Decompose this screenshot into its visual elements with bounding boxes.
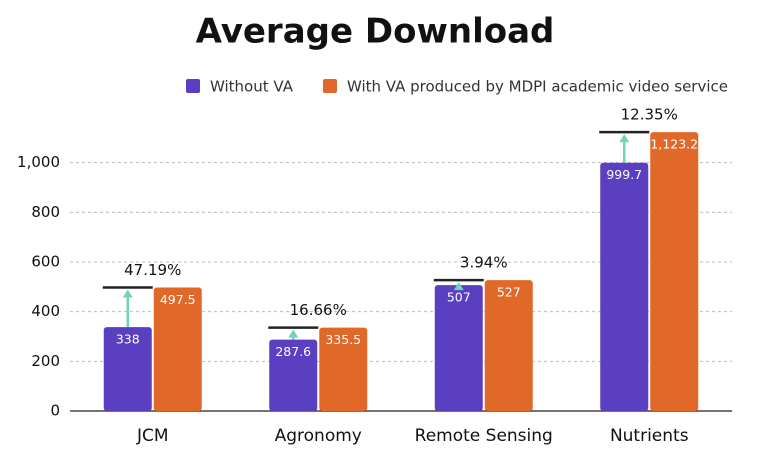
- arrow-head: [619, 134, 630, 143]
- value-label: 999.7: [606, 167, 642, 182]
- value-label: 527: [497, 285, 521, 300]
- x-tick-label: JCM: [136, 426, 169, 446]
- y-tick-label: 0: [50, 402, 60, 420]
- y-tick-label: 400: [31, 302, 60, 320]
- increase-arrow: [619, 134, 630, 163]
- increase-label: 47.19%: [124, 261, 181, 279]
- bar: [434, 285, 483, 411]
- legend-swatch: [186, 79, 200, 93]
- arrow-head: [453, 282, 464, 291]
- y-tick-label: 800: [31, 203, 60, 221]
- x-tick-label: Remote Sensing: [415, 426, 553, 446]
- bar: [269, 339, 318, 411]
- value-label: 335.5: [325, 332, 361, 347]
- bar: [153, 287, 202, 411]
- arrow-head: [122, 289, 133, 298]
- bar: [650, 132, 699, 411]
- bar: [484, 280, 533, 411]
- increase-label: 3.94%: [460, 254, 508, 272]
- value-label: 338: [116, 332, 140, 347]
- increase-arrow: [122, 289, 133, 328]
- value-label: 497.5: [160, 292, 196, 307]
- x-tick-label: Nutrients: [610, 426, 689, 446]
- x-tick-label: Agronomy: [275, 426, 362, 446]
- y-tick-label: 600: [31, 253, 60, 271]
- value-label: 507: [447, 290, 471, 305]
- chart-title: Average Download: [196, 12, 555, 52]
- bar: [319, 327, 368, 411]
- increase-label: 12.35%: [621, 106, 678, 124]
- bar: [600, 162, 649, 411]
- legend-swatch: [322, 79, 337, 93]
- increase-label: 16.66%: [290, 301, 347, 319]
- bar: [103, 327, 152, 411]
- arrow-head: [288, 329, 299, 338]
- value-label: 1,123.2: [650, 137, 698, 152]
- y-tick-label: 200: [31, 352, 60, 370]
- legend-label: With VA produced by MDPI academic video …: [347, 78, 728, 96]
- increase-arrow: [288, 329, 299, 340]
- y-tick-label: 1,000: [17, 153, 60, 171]
- value-label: 287.6: [275, 344, 311, 359]
- increase-arrow: [453, 282, 464, 291]
- legend-label: Without VA: [210, 78, 294, 96]
